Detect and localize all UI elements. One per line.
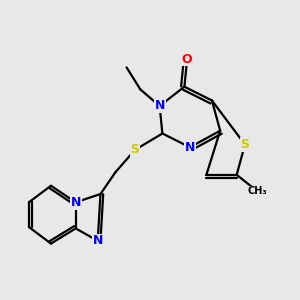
Text: S: S [240, 138, 249, 151]
Text: O: O [182, 53, 193, 66]
Text: S: S [130, 143, 140, 157]
Text: N: N [185, 141, 195, 154]
Text: N: N [70, 196, 81, 209]
Text: N: N [92, 234, 103, 247]
Text: CH₃: CH₃ [248, 186, 267, 196]
Text: N: N [154, 100, 165, 112]
